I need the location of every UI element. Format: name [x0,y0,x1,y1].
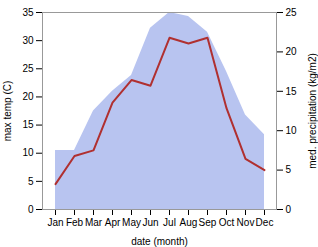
svg-text:20: 20 [286,46,298,57]
svg-text:Jul: Jul [163,217,176,228]
svg-text:15: 15 [22,119,34,130]
svg-text:25: 25 [286,7,298,18]
svg-text:15: 15 [286,86,298,97]
svg-text:10: 10 [286,125,298,136]
svg-text:Nov: Nov [237,217,255,228]
svg-text:25: 25 [22,63,34,74]
svg-text:Mar: Mar [85,217,103,228]
svg-text:10: 10 [22,147,34,158]
svg-text:0: 0 [28,204,34,215]
svg-text:20: 20 [22,91,34,102]
svg-text:Aug: Aug [180,217,198,228]
svg-text:Jun: Jun [142,217,158,228]
svg-text:5: 5 [286,164,292,175]
svg-text:Dec: Dec [256,217,274,228]
svg-text:Apr: Apr [105,217,121,228]
svg-text:30: 30 [22,35,34,46]
svg-text:max temp (C): max temp (C) [2,81,13,142]
svg-text:Oct: Oct [219,217,235,228]
svg-text:med. precipitation (kg/m2): med. precipitation (kg/m2) [307,53,318,169]
svg-text:5: 5 [28,176,34,187]
svg-text:Jan: Jan [47,217,63,228]
svg-text:May: May [122,217,141,228]
svg-text:35: 35 [22,7,34,18]
svg-text:Sep: Sep [199,217,217,228]
svg-text:date (month): date (month) [131,236,188,247]
svg-text:0: 0 [286,204,292,215]
svg-text:Feb: Feb [66,217,84,228]
